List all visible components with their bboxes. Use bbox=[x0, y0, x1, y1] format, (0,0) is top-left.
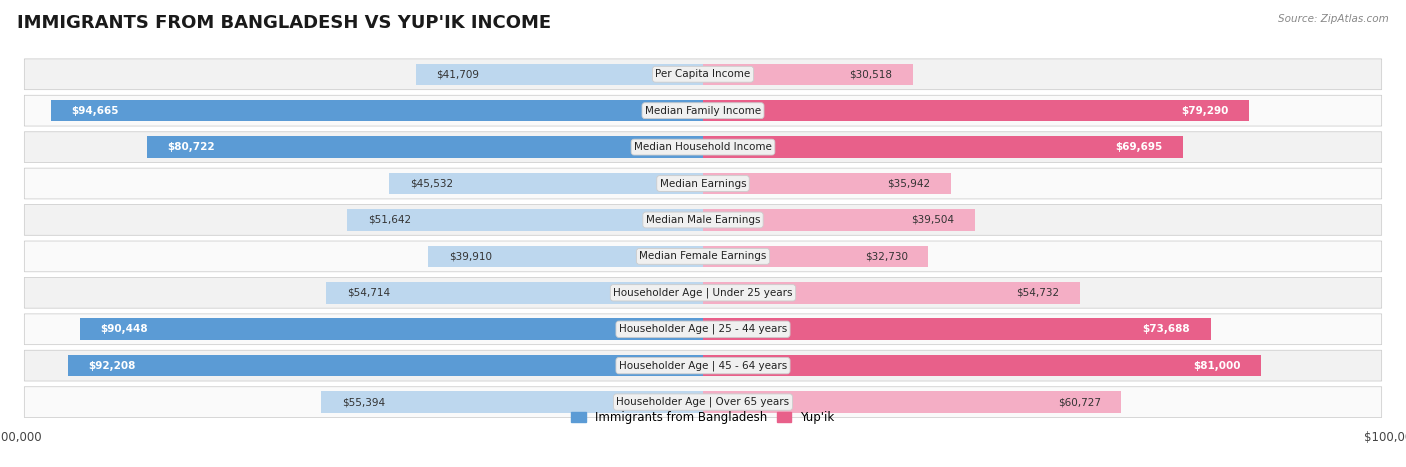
Text: $54,714: $54,714 bbox=[347, 288, 389, 298]
Text: $45,532: $45,532 bbox=[411, 178, 453, 189]
Bar bbox=[389, 173, 703, 194]
FancyBboxPatch shape bbox=[24, 132, 1382, 163]
Text: $51,642: $51,642 bbox=[368, 215, 411, 225]
Bar bbox=[146, 136, 703, 158]
Legend: Immigrants from Bangladesh, Yup'ik: Immigrants from Bangladesh, Yup'ik bbox=[567, 406, 839, 429]
Bar bbox=[416, 64, 703, 85]
Bar bbox=[347, 209, 703, 231]
Bar bbox=[322, 391, 703, 413]
Bar bbox=[703, 173, 950, 194]
FancyBboxPatch shape bbox=[24, 277, 1382, 308]
Bar bbox=[703, 100, 1250, 121]
Text: $80,722: $80,722 bbox=[167, 142, 215, 152]
Bar bbox=[703, 282, 1080, 304]
Text: $73,688: $73,688 bbox=[1142, 324, 1189, 334]
Text: $79,290: $79,290 bbox=[1181, 106, 1229, 116]
Text: $30,518: $30,518 bbox=[849, 69, 893, 79]
FancyBboxPatch shape bbox=[24, 314, 1382, 345]
Bar bbox=[326, 282, 703, 304]
FancyBboxPatch shape bbox=[24, 205, 1382, 235]
Text: $69,695: $69,695 bbox=[1115, 142, 1163, 152]
Text: $81,000: $81,000 bbox=[1192, 361, 1240, 371]
Bar bbox=[80, 318, 703, 340]
Text: $90,448: $90,448 bbox=[101, 324, 148, 334]
FancyBboxPatch shape bbox=[24, 95, 1382, 126]
Bar bbox=[703, 246, 928, 267]
Bar bbox=[703, 318, 1211, 340]
Text: $92,208: $92,208 bbox=[89, 361, 136, 371]
FancyBboxPatch shape bbox=[24, 59, 1382, 90]
Bar bbox=[703, 64, 914, 85]
Text: Householder Age | 25 - 44 years: Householder Age | 25 - 44 years bbox=[619, 324, 787, 334]
Text: $41,709: $41,709 bbox=[436, 69, 479, 79]
Bar bbox=[51, 100, 703, 121]
FancyBboxPatch shape bbox=[24, 168, 1382, 199]
Text: $39,504: $39,504 bbox=[911, 215, 955, 225]
Text: Source: ZipAtlas.com: Source: ZipAtlas.com bbox=[1278, 14, 1389, 24]
Text: $54,732: $54,732 bbox=[1017, 288, 1059, 298]
FancyBboxPatch shape bbox=[24, 387, 1382, 417]
Bar bbox=[703, 391, 1122, 413]
FancyBboxPatch shape bbox=[24, 350, 1382, 381]
Text: Median Family Income: Median Family Income bbox=[645, 106, 761, 116]
Bar bbox=[703, 355, 1261, 376]
Text: $39,910: $39,910 bbox=[449, 251, 492, 262]
Bar bbox=[703, 136, 1184, 158]
Text: IMMIGRANTS FROM BANGLADESH VS YUP'IK INCOME: IMMIGRANTS FROM BANGLADESH VS YUP'IK INC… bbox=[17, 14, 551, 32]
Text: Median Household Income: Median Household Income bbox=[634, 142, 772, 152]
Bar bbox=[427, 246, 703, 267]
Bar bbox=[67, 355, 703, 376]
Text: Median Earnings: Median Earnings bbox=[659, 178, 747, 189]
Text: Per Capita Income: Per Capita Income bbox=[655, 69, 751, 79]
Text: Householder Age | Over 65 years: Householder Age | Over 65 years bbox=[616, 397, 790, 407]
Text: Householder Age | Under 25 years: Householder Age | Under 25 years bbox=[613, 288, 793, 298]
Text: $60,727: $60,727 bbox=[1057, 397, 1101, 407]
Text: Median Female Earnings: Median Female Earnings bbox=[640, 251, 766, 262]
FancyBboxPatch shape bbox=[24, 241, 1382, 272]
Text: Median Male Earnings: Median Male Earnings bbox=[645, 215, 761, 225]
Text: $55,394: $55,394 bbox=[342, 397, 385, 407]
Text: $32,730: $32,730 bbox=[865, 251, 908, 262]
Text: $35,942: $35,942 bbox=[887, 178, 929, 189]
Bar bbox=[703, 209, 976, 231]
Text: $94,665: $94,665 bbox=[72, 106, 120, 116]
Text: Householder Age | 45 - 64 years: Householder Age | 45 - 64 years bbox=[619, 361, 787, 371]
